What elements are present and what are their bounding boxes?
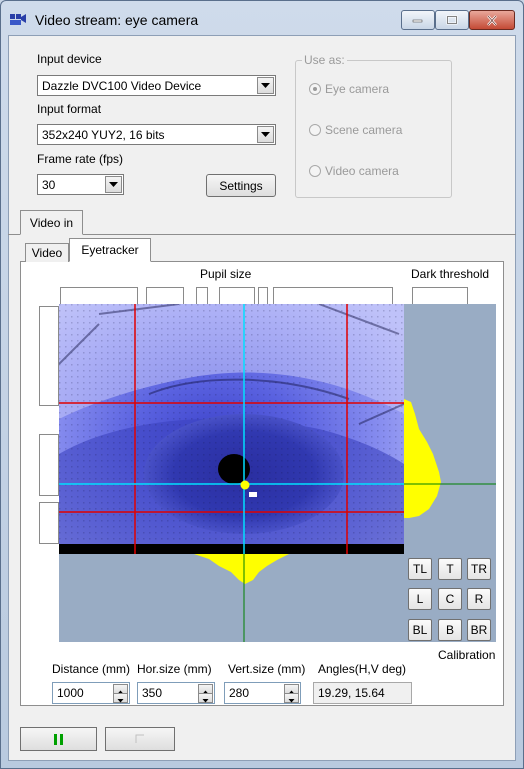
- minimize-button[interactable]: [401, 10, 435, 30]
- title-bar[interactable]: Video stream: eye camera: [1, 1, 523, 35]
- angles-value: 19.29, 15.64: [318, 686, 385, 700]
- left-slider-2[interactable]: [39, 434, 59, 496]
- input-device-value: Dazzle DVC100 Video Device: [42, 79, 202, 93]
- vert-size-value: 280: [229, 686, 250, 700]
- angles-label: Angles(H,V deg): [318, 662, 407, 676]
- vert-size-label: Vert.size (mm): [228, 662, 306, 676]
- left-slider-1[interactable]: [39, 306, 59, 406]
- input-format-value: 352x240 YUY2, 16 bits: [42, 128, 165, 142]
- input-device-label: Input device: [37, 52, 102, 66]
- calibration-button-bl[interactable]: BL: [408, 619, 432, 641]
- spin-down-icon[interactable]: [284, 693, 299, 703]
- eye-image: [59, 304, 405, 554]
- minimize-icon: [412, 19, 423, 23]
- hor-size-value: 350: [142, 686, 163, 700]
- input-format-select[interactable]: 352x240 YUY2, 16 bits: [37, 124, 276, 145]
- left-slider-3[interactable]: [39, 502, 59, 544]
- pupil-size-label: Pupil size: [200, 267, 252, 281]
- input-device-select[interactable]: Dazzle DVC100 Video Device: [37, 75, 276, 96]
- calibration-button-c[interactable]: C: [438, 588, 462, 610]
- tab-eyetracker[interactable]: Eyetracker: [69, 238, 151, 262]
- angles-readout: 19.29, 15.64: [313, 682, 412, 704]
- spin-down-icon[interactable]: [113, 693, 128, 703]
- chevron-down-icon[interactable]: [257, 126, 274, 143]
- chevron-down-icon[interactable]: [105, 176, 122, 193]
- close-icon: [487, 14, 497, 26]
- hor-size-label: Hor.size (mm): [137, 662, 212, 676]
- chevron-down-icon[interactable]: [257, 77, 274, 94]
- radio-unselected-icon: [309, 165, 321, 177]
- radio-label: Eye camera: [325, 82, 390, 96]
- radio-video-camera[interactable]: Video camera: [309, 164, 399, 178]
- use-as-groupbox: [295, 60, 452, 198]
- distance-value: 1000: [57, 686, 84, 700]
- frame-rate-select[interactable]: 30: [37, 174, 124, 195]
- pupil-min-box: [196, 287, 208, 305]
- calibration-button-tl[interactable]: TL: [408, 558, 432, 580]
- frame-rate-label: Frame rate (fps): [37, 152, 124, 166]
- pause-button[interactable]: [20, 727, 97, 751]
- pupil-size-box: [219, 287, 255, 305]
- distance-spinner[interactable]: 1000: [52, 682, 130, 704]
- calibration-button-l[interactable]: L: [408, 588, 432, 610]
- dark-threshold-label: Dark threshold: [411, 267, 490, 281]
- radio-label: Video camera: [325, 164, 399, 178]
- vert-size-spinner[interactable]: 280: [224, 682, 301, 704]
- horizontal-projection: [194, 554, 289, 584]
- eye-camera-view[interactable]: [59, 304, 496, 642]
- frame-rate-value: 30: [42, 178, 56, 192]
- calibration-button-b[interactable]: B: [438, 619, 462, 641]
- distance-label: Distance (mm): [52, 662, 131, 676]
- pupil-max-box: [258, 287, 268, 305]
- video-camera-icon: [9, 11, 27, 27]
- radio-eye-camera[interactable]: Eye camera: [309, 82, 389, 96]
- threshold-box-2: [146, 287, 184, 305]
- tab-video-in[interactable]: Video in: [20, 210, 83, 235]
- window-title: Video stream: eye camera: [35, 12, 199, 28]
- maximize-button[interactable]: [435, 10, 469, 30]
- radio-scene-camera[interactable]: Scene camera: [309, 123, 402, 137]
- maximize-icon: [446, 15, 458, 25]
- calibration-button-tr[interactable]: TR: [467, 558, 491, 580]
- settings-button[interactable]: Settings: [206, 174, 276, 197]
- radio-label: Scene camera: [325, 123, 403, 137]
- threshold-box-1: [60, 287, 138, 305]
- input-format-label: Input format: [37, 102, 102, 116]
- radio-unselected-icon: [309, 124, 321, 136]
- pause-icon: [53, 733, 63, 745]
- close-button[interactable]: [469, 10, 515, 30]
- calibration-button-t[interactable]: T: [438, 558, 462, 580]
- radio-selected-icon: [309, 83, 321, 95]
- calibration-button-br[interactable]: BR: [467, 619, 491, 641]
- record-button[interactable]: [105, 727, 175, 751]
- outer-tab-line: [8, 234, 516, 235]
- spin-down-icon[interactable]: [198, 693, 213, 703]
- calibration-button-r[interactable]: R: [467, 588, 491, 610]
- pupil-center-marker: [240, 480, 250, 490]
- use-as-title: Use as:: [302, 53, 347, 67]
- dark-threshold-slider[interactable]: [412, 287, 468, 305]
- threshold-box-3: [273, 287, 393, 305]
- calibration-label: Calibration: [438, 648, 496, 662]
- tab-video[interactable]: Video: [25, 243, 69, 262]
- record-icon: [135, 734, 144, 743]
- hor-size-spinner[interactable]: 350: [137, 682, 215, 704]
- vertical-projection: [404, 399, 441, 518]
